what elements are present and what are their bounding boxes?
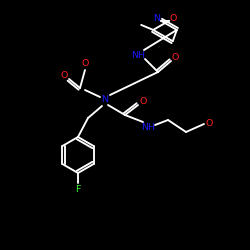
- Text: O: O: [170, 14, 177, 23]
- Text: O: O: [81, 58, 89, 68]
- Text: N: N: [102, 96, 108, 104]
- Text: NH: NH: [131, 52, 145, 60]
- Text: F: F: [75, 184, 81, 194]
- Text: O: O: [171, 52, 179, 62]
- Text: O: O: [139, 96, 147, 106]
- Text: O: O: [205, 120, 213, 128]
- Text: NH: NH: [141, 124, 155, 132]
- Text: O: O: [60, 70, 68, 80]
- Text: N: N: [154, 14, 160, 23]
